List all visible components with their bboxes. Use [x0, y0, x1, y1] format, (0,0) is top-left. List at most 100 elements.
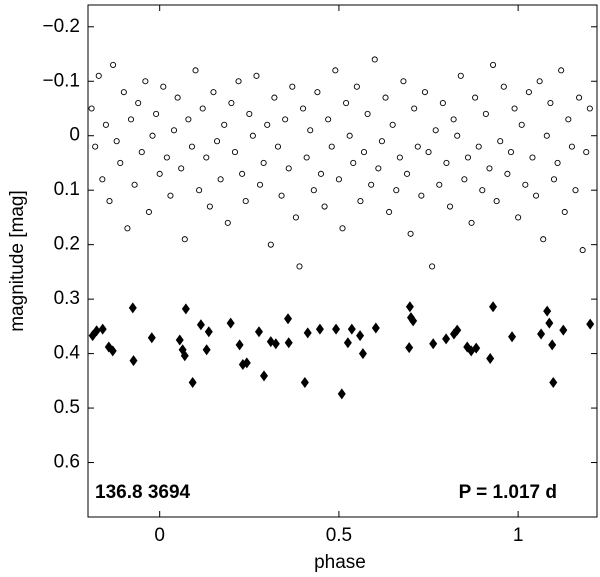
data-point	[489, 61, 497, 68]
data-point	[180, 350, 189, 362]
data-point	[108, 345, 117, 357]
data-point	[88, 105, 95, 112]
data-point	[358, 348, 367, 360]
data-point	[235, 78, 242, 85]
data-point	[515, 214, 522, 221]
data-point	[382, 94, 389, 101]
data-point	[357, 198, 364, 205]
data-point	[92, 325, 101, 337]
data-point	[339, 225, 346, 232]
data-point	[260, 159, 267, 167]
data-point	[181, 303, 190, 315]
data-point	[131, 181, 138, 188]
data-point	[411, 105, 418, 112]
data-point	[550, 176, 558, 183]
data-point	[337, 388, 346, 400]
data-point	[576, 94, 583, 101]
data-point	[572, 187, 579, 194]
data-point	[249, 132, 256, 139]
y-tick-label: 0.3	[54, 288, 80, 309]
data-point	[554, 159, 561, 167]
annotation: P = 1.017 d	[459, 482, 557, 503]
annotation: 136.8 3694	[95, 482, 191, 503]
data-point	[95, 72, 102, 79]
data-point	[389, 121, 396, 128]
data-point	[543, 132, 550, 139]
data-point	[289, 83, 296, 90]
data-point	[518, 121, 525, 128]
data-point	[343, 337, 352, 349]
data-point	[378, 138, 385, 145]
data-point	[568, 143, 575, 150]
data-point	[479, 187, 486, 194]
data-point	[196, 187, 203, 194]
data-point	[536, 78, 543, 85]
data-point	[117, 159, 124, 167]
data-point	[160, 83, 167, 90]
data-point	[242, 198, 249, 205]
data-point	[561, 208, 568, 216]
data-point	[375, 165, 382, 172]
data-point	[278, 192, 285, 199]
data-point	[92, 143, 99, 150]
data-point	[271, 94, 278, 101]
data-point	[307, 127, 314, 134]
data-point	[221, 121, 228, 128]
data-point	[504, 170, 511, 177]
data-point	[511, 105, 518, 112]
data-point	[403, 170, 411, 177]
data-point	[231, 149, 239, 156]
data-point	[149, 132, 156, 139]
data-point	[135, 99, 142, 107]
data-point	[360, 149, 368, 156]
data-point	[482, 110, 489, 117]
data-point	[371, 322, 380, 334]
y-tick-label: 0.5	[54, 397, 80, 418]
data-point	[217, 176, 224, 183]
data-point	[421, 89, 428, 96]
data-point	[547, 99, 554, 107]
data-point	[99, 176, 106, 183]
y-tick-label: 0.6	[54, 452, 80, 473]
data-point	[507, 149, 515, 156]
data-point	[450, 116, 457, 123]
data-point	[418, 192, 425, 199]
data-point	[156, 170, 163, 177]
data-point	[213, 138, 221, 145]
x-axis-label: phase	[314, 552, 366, 573]
data-point	[396, 154, 403, 161]
data-point	[346, 132, 353, 139]
data-point	[371, 56, 378, 63]
data-point	[303, 154, 310, 161]
data-point	[468, 219, 475, 226]
data-point	[529, 154, 536, 161]
data-point	[253, 72, 260, 79]
data-point	[583, 149, 590, 156]
data-point	[464, 154, 472, 161]
data-point	[335, 176, 342, 183]
data-point	[429, 263, 436, 270]
data-point	[282, 116, 289, 123]
y-tick-label: −0.2	[42, 16, 80, 37]
data-point	[533, 192, 540, 199]
data-point	[113, 138, 120, 145]
data-point	[315, 323, 324, 335]
data-point	[332, 323, 341, 335]
data-point	[489, 301, 498, 313]
data-point	[586, 105, 593, 112]
data-point	[317, 170, 325, 177]
data-point	[120, 89, 127, 96]
data-point	[414, 143, 421, 150]
y-tick-label: 0	[69, 125, 80, 146]
data-point	[543, 305, 552, 317]
data-point	[493, 198, 500, 205]
data-point	[405, 301, 414, 313]
data-point	[296, 263, 303, 270]
data-point	[303, 327, 312, 339]
data-point	[102, 121, 109, 128]
data-point	[242, 357, 251, 369]
data-point	[127, 116, 135, 123]
data-point	[267, 241, 274, 248]
data-point	[128, 302, 137, 314]
data-point	[210, 89, 217, 96]
